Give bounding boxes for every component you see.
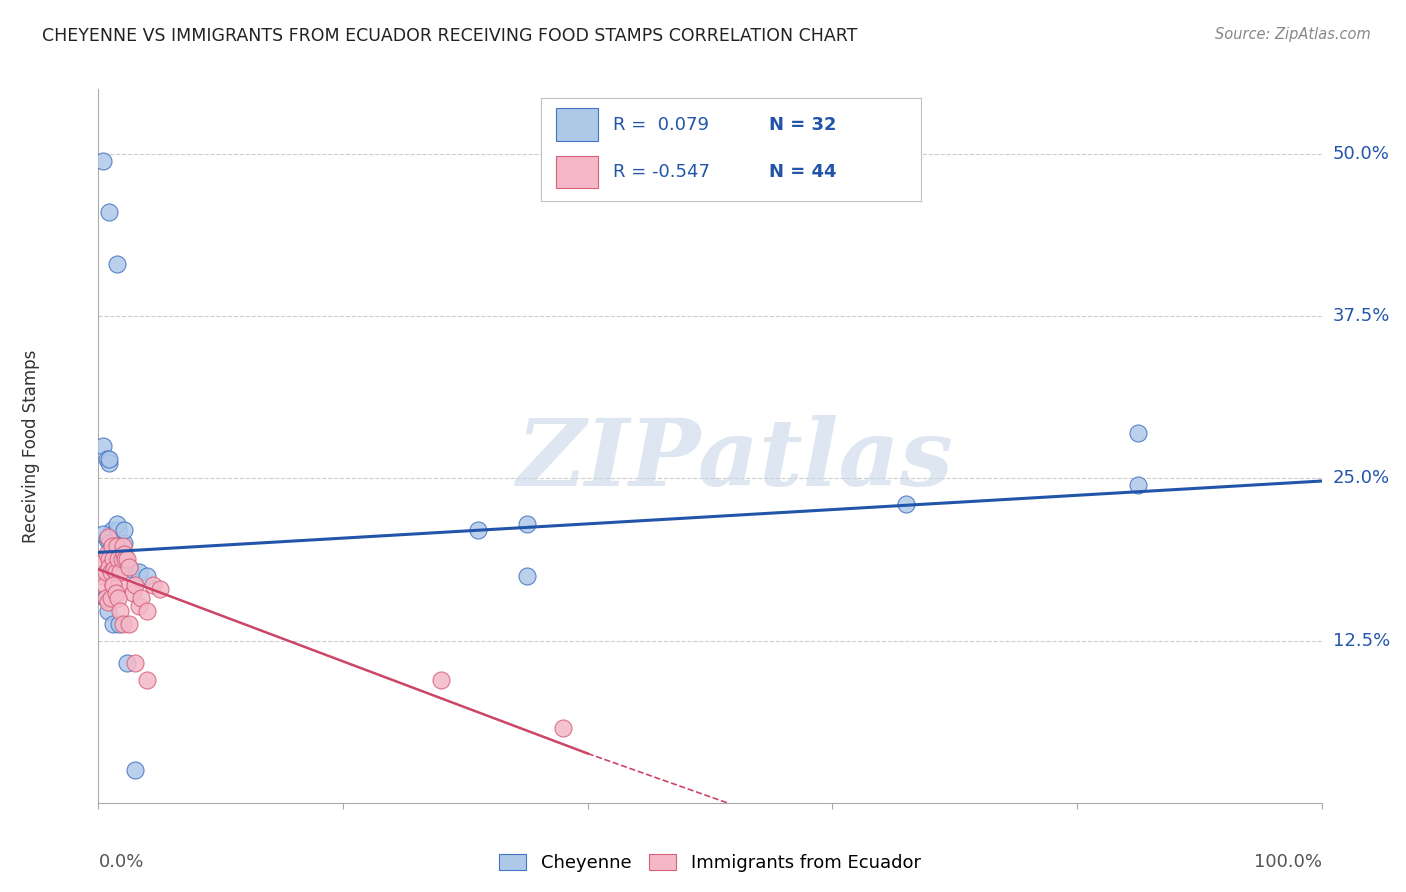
Point xyxy=(136,673,159,687)
Point xyxy=(105,516,128,531)
Text: R =  0.079: R = 0.079 xyxy=(613,116,710,134)
Point xyxy=(107,591,129,605)
Point xyxy=(1128,478,1150,492)
Text: 0.0%: 0.0% xyxy=(98,853,143,871)
Point xyxy=(101,552,124,566)
Point xyxy=(136,568,159,582)
Text: N = 44: N = 44 xyxy=(769,163,837,181)
Point xyxy=(149,582,172,596)
Point xyxy=(93,578,115,592)
Point xyxy=(112,524,135,538)
Point xyxy=(110,604,132,618)
Point xyxy=(98,559,121,574)
Point xyxy=(107,552,129,566)
Point xyxy=(129,591,152,605)
Point xyxy=(111,552,134,566)
Point xyxy=(101,578,124,592)
FancyBboxPatch shape xyxy=(557,109,599,141)
Point xyxy=(118,616,141,631)
Point xyxy=(124,656,146,670)
Point xyxy=(128,599,150,613)
Point xyxy=(112,536,135,550)
Point xyxy=(108,616,131,631)
Point xyxy=(98,552,121,566)
Point xyxy=(101,616,124,631)
Point xyxy=(98,205,121,219)
Point xyxy=(108,578,131,592)
Point xyxy=(124,764,146,778)
Point xyxy=(94,591,117,605)
Point xyxy=(110,565,132,579)
Point xyxy=(124,578,146,592)
Point xyxy=(111,616,134,631)
Point xyxy=(91,556,114,570)
Point xyxy=(98,536,121,550)
Point xyxy=(103,540,125,554)
Point xyxy=(128,565,150,579)
Point xyxy=(93,591,115,605)
Point xyxy=(105,257,128,271)
Point xyxy=(515,516,537,531)
Text: N = 32: N = 32 xyxy=(769,116,837,134)
Point xyxy=(894,497,917,511)
Point xyxy=(467,524,489,538)
Point xyxy=(112,547,135,561)
Point xyxy=(1128,425,1150,440)
Point xyxy=(515,568,537,582)
Text: Receiving Food Stamps: Receiving Food Stamps xyxy=(22,350,41,542)
Text: 100.0%: 100.0% xyxy=(1254,853,1322,871)
Point xyxy=(111,539,134,553)
Text: CHEYENNE VS IMMIGRANTS FROM ECUADOR RECEIVING FOOD STAMPS CORRELATION CHART: CHEYENNE VS IMMIGRANTS FROM ECUADOR RECE… xyxy=(42,27,858,45)
Legend: Cheyenne, Immigrants from Ecuador: Cheyenne, Immigrants from Ecuador xyxy=(492,847,928,880)
Point xyxy=(96,452,118,467)
Point xyxy=(105,539,128,553)
Point xyxy=(100,591,122,605)
Point xyxy=(115,552,138,566)
FancyBboxPatch shape xyxy=(557,155,599,188)
Text: 37.5%: 37.5% xyxy=(1333,307,1391,326)
Text: 50.0%: 50.0% xyxy=(1333,145,1389,163)
Point xyxy=(114,552,136,566)
Point xyxy=(98,456,121,470)
Point xyxy=(91,568,114,582)
Point xyxy=(104,565,127,579)
Point xyxy=(100,540,122,554)
Point xyxy=(136,604,159,618)
Point xyxy=(98,452,121,467)
Point xyxy=(100,565,122,579)
Point xyxy=(101,524,124,538)
Point xyxy=(118,559,141,574)
Point xyxy=(96,547,118,561)
Text: R = -0.547: R = -0.547 xyxy=(613,163,710,181)
Text: Source: ZipAtlas.com: Source: ZipAtlas.com xyxy=(1215,27,1371,42)
Point xyxy=(103,562,125,576)
Text: 12.5%: 12.5% xyxy=(1333,632,1391,649)
Point xyxy=(142,578,165,592)
Point xyxy=(97,530,120,544)
Point xyxy=(553,721,575,735)
Point xyxy=(121,585,143,599)
Point xyxy=(107,524,129,538)
Point xyxy=(101,539,124,553)
Point xyxy=(96,533,118,547)
Point xyxy=(120,562,142,576)
Point xyxy=(91,153,114,168)
Text: 25.0%: 25.0% xyxy=(1333,469,1391,487)
Point xyxy=(94,565,117,579)
Point xyxy=(101,578,124,592)
Point xyxy=(91,527,114,541)
Point xyxy=(97,595,120,609)
Text: ZIPatlas: ZIPatlas xyxy=(516,416,953,505)
Point xyxy=(430,673,453,687)
Point xyxy=(91,439,114,453)
Point xyxy=(97,604,120,618)
Point xyxy=(104,585,127,599)
Point xyxy=(115,656,138,670)
